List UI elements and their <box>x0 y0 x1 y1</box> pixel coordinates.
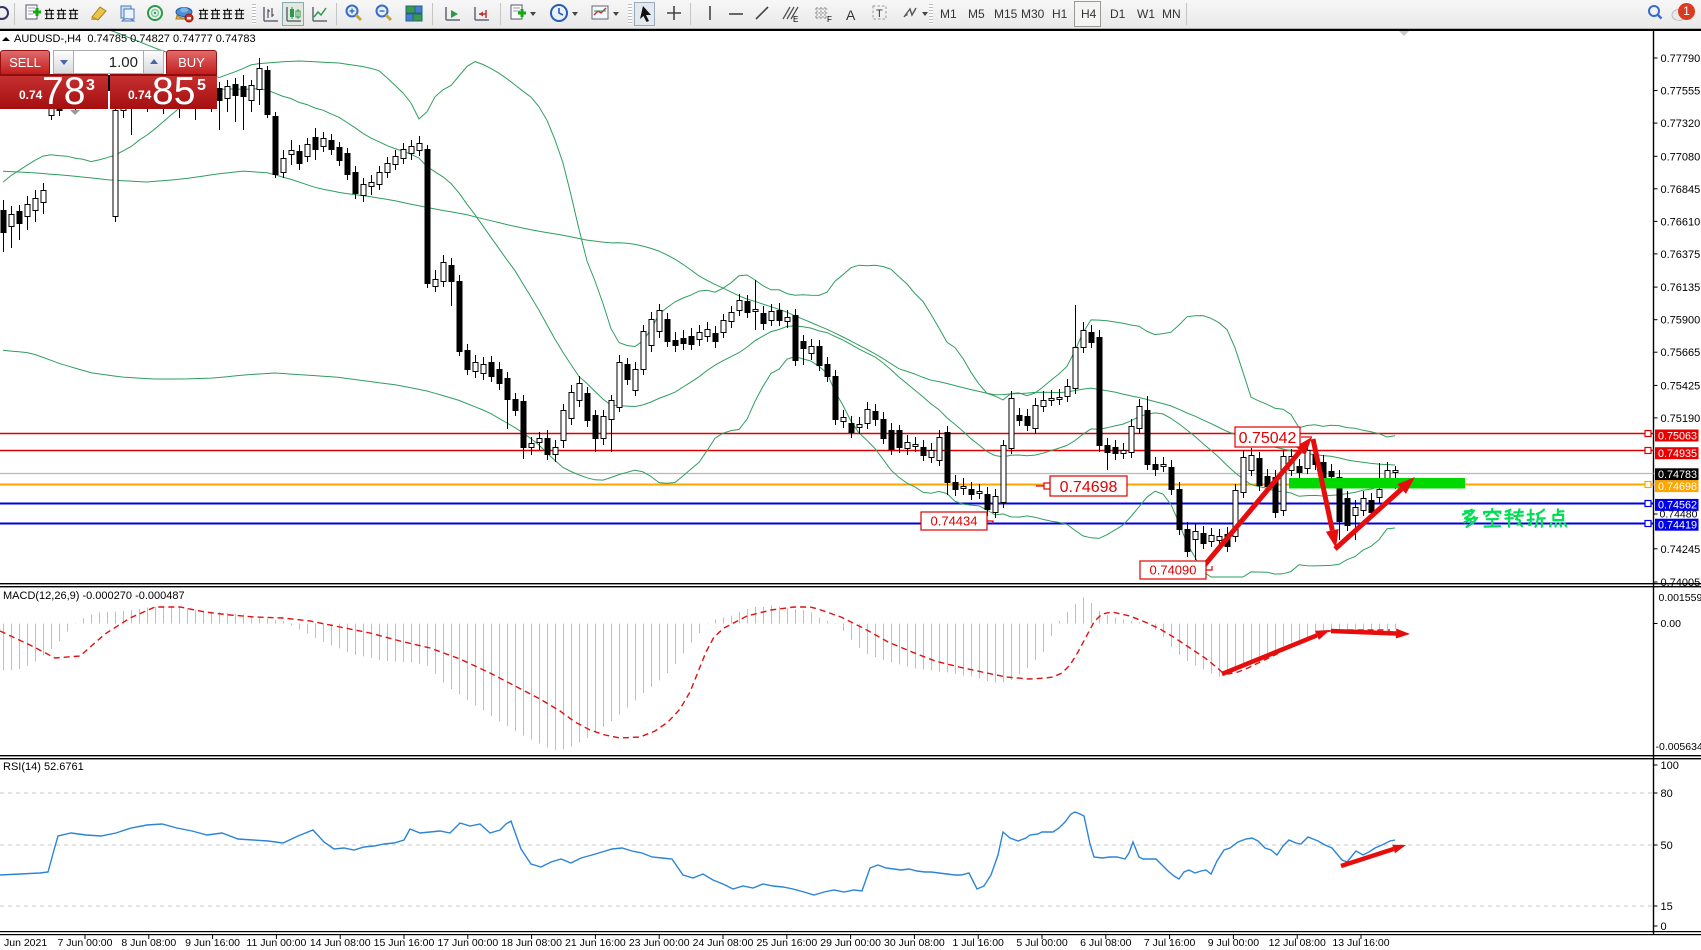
svg-text:12 Jul 08:00: 12 Jul 08:00 <box>1269 937 1326 949</box>
svg-text:Jun 2021: Jun 2021 <box>4 937 47 949</box>
svg-text:5 Jul 00:00: 5 Jul 00:00 <box>1016 937 1068 949</box>
svg-text:8 Jun 08:00: 8 Jun 08:00 <box>121 937 176 949</box>
svg-text:0.75425: 0.75425 <box>1661 380 1701 392</box>
svg-text:0.74434: 0.74434 <box>931 514 978 529</box>
svg-text:-0.005634: -0.005634 <box>1656 741 1701 753</box>
svg-text:24 Jun 08:00: 24 Jun 08:00 <box>693 937 754 949</box>
svg-text:0.76610: 0.76610 <box>1661 216 1701 228</box>
svg-text:50: 50 <box>1661 840 1673 852</box>
svg-text:15: 15 <box>1661 901 1673 913</box>
svg-text:0.001559: 0.001559 <box>1659 592 1701 604</box>
svg-text:MACD(12,26,9) -0.000270 -0.000: MACD(12,26,9) -0.000270 -0.000487 <box>3 590 185 602</box>
svg-text:0.75190: 0.75190 <box>1661 413 1701 425</box>
svg-text:80: 80 <box>1661 788 1673 800</box>
svg-text:0.00: 0.00 <box>1661 618 1682 630</box>
svg-text:1 Jul 16:00: 1 Jul 16:00 <box>953 937 1005 949</box>
svg-text:T: T <box>876 8 883 20</box>
svg-text:0.74783: 0.74783 <box>1658 469 1697 481</box>
svg-text:7 Jul 16:00: 7 Jul 16:00 <box>1144 937 1196 949</box>
svg-text:F: F <box>827 15 832 24</box>
svg-text:0.76135: 0.76135 <box>1661 282 1701 294</box>
svg-text:0.77555: 0.77555 <box>1661 86 1701 98</box>
svg-text:29 Jun 00:00: 29 Jun 00:00 <box>820 937 881 949</box>
svg-text:17 Jun 00:00: 17 Jun 00:00 <box>437 937 498 949</box>
svg-text:RSI(14) 52.6761: RSI(14) 52.6761 <box>3 761 84 773</box>
svg-text:0.76375: 0.76375 <box>1661 249 1701 261</box>
svg-text:0.75665: 0.75665 <box>1661 347 1701 359</box>
svg-text:0.76845: 0.76845 <box>1661 184 1701 196</box>
svg-text:0.74480: 0.74480 <box>1660 509 1698 521</box>
svg-text:AUDUSD-,H4 0.74785 0.74827 0.: AUDUSD-,H4 0.74785 0.74827 0.74777 0.747… <box>14 33 256 45</box>
svg-text:0.74698: 0.74698 <box>1658 481 1697 493</box>
svg-text:25 Jun 16:00: 25 Jun 16:00 <box>756 937 817 949</box>
svg-text:0.77790: 0.77790 <box>1661 53 1701 65</box>
svg-text:0.74562: 0.74562 <box>1658 500 1697 512</box>
svg-text:0.74005: 0.74005 <box>1661 577 1701 589</box>
svg-text:0.75063: 0.75063 <box>1658 430 1697 442</box>
svg-text:0.75042: 0.75042 <box>1239 430 1297 447</box>
svg-text:0.74935: 0.74935 <box>1658 448 1697 460</box>
svg-text:11 Jun 00:00: 11 Jun 00:00 <box>246 937 306 949</box>
svg-text:7 Jun 00:00: 7 Jun 00:00 <box>58 937 113 949</box>
svg-text:0: 0 <box>1661 921 1667 933</box>
svg-text:0.74698: 0.74698 <box>1060 479 1118 496</box>
svg-text:0.77320: 0.77320 <box>1661 118 1701 130</box>
svg-text:30 Jun 08:00: 30 Jun 08:00 <box>884 937 945 949</box>
svg-text:14 Jun 08:00: 14 Jun 08:00 <box>310 937 371 949</box>
svg-text:21 Jun 16:00: 21 Jun 16:00 <box>565 937 626 949</box>
svg-text:0.77080: 0.77080 <box>1661 151 1701 163</box>
svg-text:18 Jun 08:00: 18 Jun 08:00 <box>501 937 562 949</box>
svg-text:100: 100 <box>1661 760 1679 772</box>
svg-text:13 Jul 16:00: 13 Jul 16:00 <box>1332 937 1389 949</box>
svg-text:9 Jun 16:00: 9 Jun 16:00 <box>185 937 240 949</box>
svg-text:0.75900: 0.75900 <box>1661 315 1701 327</box>
svg-text:0.74090: 0.74090 <box>1150 563 1197 578</box>
svg-text:15 Jun 16:00: 15 Jun 16:00 <box>374 937 435 949</box>
svg-text:23 Jun 00:00: 23 Jun 00:00 <box>629 937 690 949</box>
svg-text:6 Jul 08:00: 6 Jul 08:00 <box>1080 937 1132 949</box>
svg-text:0.74419: 0.74419 <box>1658 520 1697 532</box>
svg-text:9 Jul 00:00: 9 Jul 00:00 <box>1208 937 1260 949</box>
svg-text:E: E <box>793 15 798 24</box>
svg-text:0.74245: 0.74245 <box>1661 544 1701 556</box>
